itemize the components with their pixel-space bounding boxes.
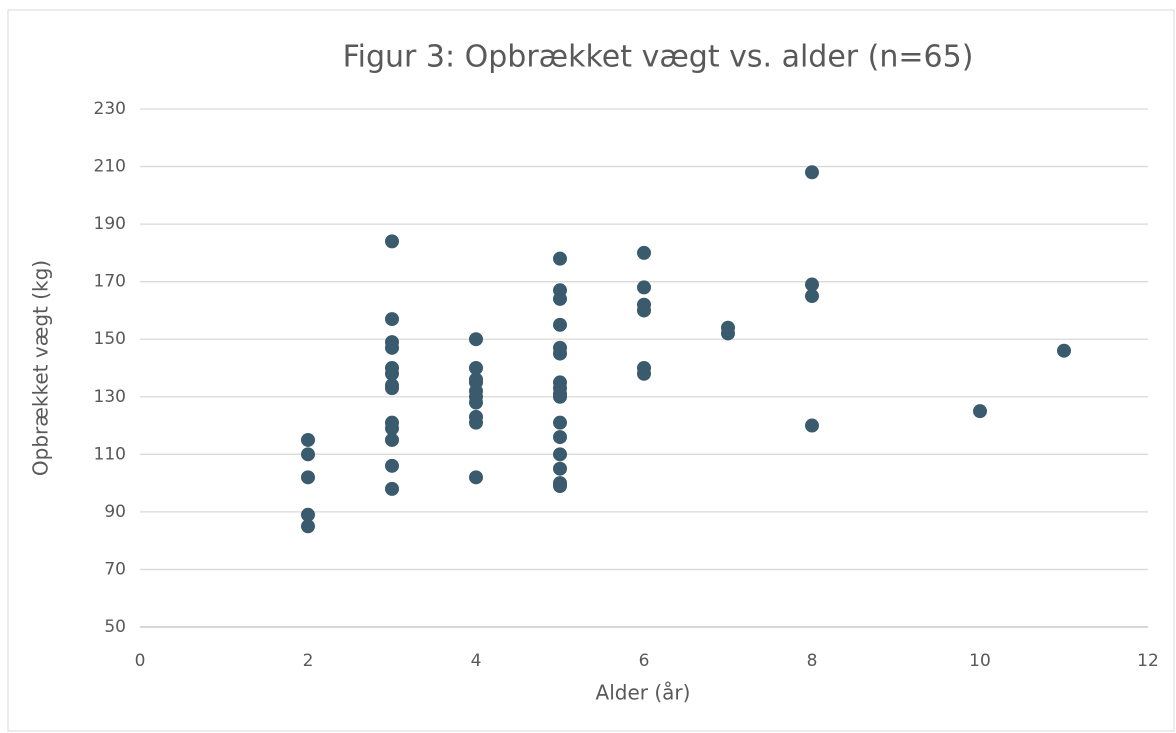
point (553, 251, 567, 266)
x-tick-label: 2 (303, 651, 314, 671)
chart-title: Figur 3: Opbrækket vægt vs. alder (n=65) (343, 40, 974, 75)
point (1057, 343, 1071, 358)
point (385, 481, 399, 496)
x-tick-label: 0 (135, 651, 146, 671)
point (469, 395, 483, 410)
point (301, 519, 315, 534)
point (553, 389, 567, 404)
point (805, 418, 819, 433)
y-tick-label: 150 (94, 329, 126, 349)
x-tick-label: 6 (639, 651, 650, 671)
point (301, 432, 315, 447)
y-axis-label: Opbrækket vægt (kg) (29, 260, 53, 476)
y-tick-label: 110 (94, 444, 126, 464)
point (385, 458, 399, 473)
point (385, 340, 399, 355)
point (469, 470, 483, 485)
point (301, 447, 315, 462)
point (553, 415, 567, 430)
y-tick-label: 170 (94, 272, 126, 292)
point (805, 165, 819, 180)
point (385, 366, 399, 381)
point (385, 381, 399, 396)
point (553, 461, 567, 476)
x-tick-label: 12 (1137, 651, 1159, 671)
x-tick-label: 10 (969, 651, 991, 671)
point (637, 280, 651, 295)
point (553, 346, 567, 361)
point (301, 507, 315, 522)
point (721, 326, 735, 341)
point (637, 303, 651, 318)
point (805, 277, 819, 292)
point (637, 366, 651, 381)
point (469, 332, 483, 347)
point (385, 421, 399, 436)
chart-frame (7, 9, 1175, 732)
point (553, 291, 567, 306)
point (385, 432, 399, 447)
x-axis-label: Alder (år) (596, 681, 691, 705)
y-tick-label: 190 (94, 214, 126, 234)
point (805, 289, 819, 304)
point (469, 415, 483, 430)
x-tick-label: 4 (471, 651, 482, 671)
point (553, 317, 567, 332)
point (385, 312, 399, 327)
point (973, 404, 987, 419)
y-tick-label: 90 (104, 502, 126, 522)
point (553, 447, 567, 462)
point (553, 478, 567, 493)
point (301, 470, 315, 485)
y-tick-label: 50 (104, 617, 126, 637)
point (553, 430, 567, 445)
x-tick-label: 8 (807, 651, 818, 671)
point (469, 361, 483, 375)
y-tick-label: 70 (104, 559, 126, 579)
y-tick-label: 210 (94, 157, 126, 177)
y-tick-label: 130 (94, 387, 126, 407)
point (637, 245, 651, 260)
y-tick-label: 230 (94, 99, 126, 119)
point (385, 234, 399, 249)
